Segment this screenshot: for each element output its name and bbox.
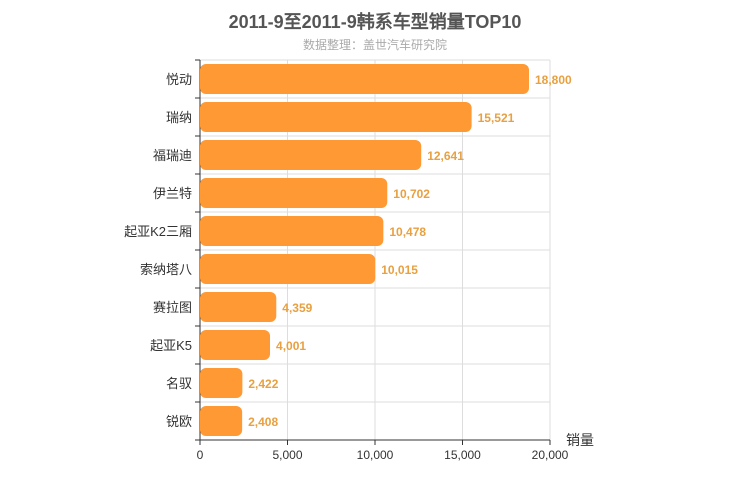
- x-tick-label: 20,000: [532, 448, 569, 462]
- category-label: 瑞纳: [166, 110, 192, 125]
- data-label: 10,478: [389, 225, 426, 239]
- data-label: 10,702: [393, 187, 430, 201]
- bar: [200, 368, 243, 398]
- x-tick-label: 10,000: [357, 448, 394, 462]
- data-label: 18,800: [535, 73, 572, 87]
- data-label: 10,015: [381, 263, 418, 277]
- category-label: 索纳塔八: [140, 262, 192, 277]
- category-label: 起亚K5: [150, 338, 192, 353]
- category-label: 锐欧: [166, 414, 192, 429]
- data-label: 15,521: [478, 111, 515, 125]
- x-tick-label: 15,000: [444, 448, 481, 462]
- chart-subtitle: 数据整理：盖世汽车研究院: [302, 38, 447, 52]
- category-label: 起亚K2三厢: [124, 224, 192, 239]
- bar: [200, 292, 277, 322]
- category-label: 伊兰特: [153, 186, 192, 201]
- bar: [200, 406, 243, 436]
- bar: [200, 140, 422, 170]
- x-axis-label: 销量: [566, 432, 594, 448]
- data-label: 4,001: [276, 339, 306, 353]
- x-tick-label: 0: [197, 448, 204, 462]
- chart-title: 2011-9至2011-9韩系车型销量TOP10: [228, 12, 522, 32]
- category-label: 福瑞迪: [153, 148, 192, 163]
- bar: [200, 254, 376, 284]
- bar: [200, 102, 472, 132]
- bar: [200, 64, 529, 94]
- category-label: 悦动: [166, 72, 192, 87]
- bar: [200, 330, 271, 360]
- bar: [200, 178, 388, 208]
- category-label: 赛拉图: [153, 300, 192, 315]
- data-label: 4,359: [282, 301, 312, 315]
- data-label: 2,422: [248, 377, 278, 391]
- x-tick-label: 5,000: [272, 448, 302, 462]
- category-label: 名驭: [166, 376, 192, 391]
- bar: [200, 216, 384, 246]
- data-label: 12,641: [427, 149, 464, 163]
- data-label: 2,408: [248, 415, 278, 429]
